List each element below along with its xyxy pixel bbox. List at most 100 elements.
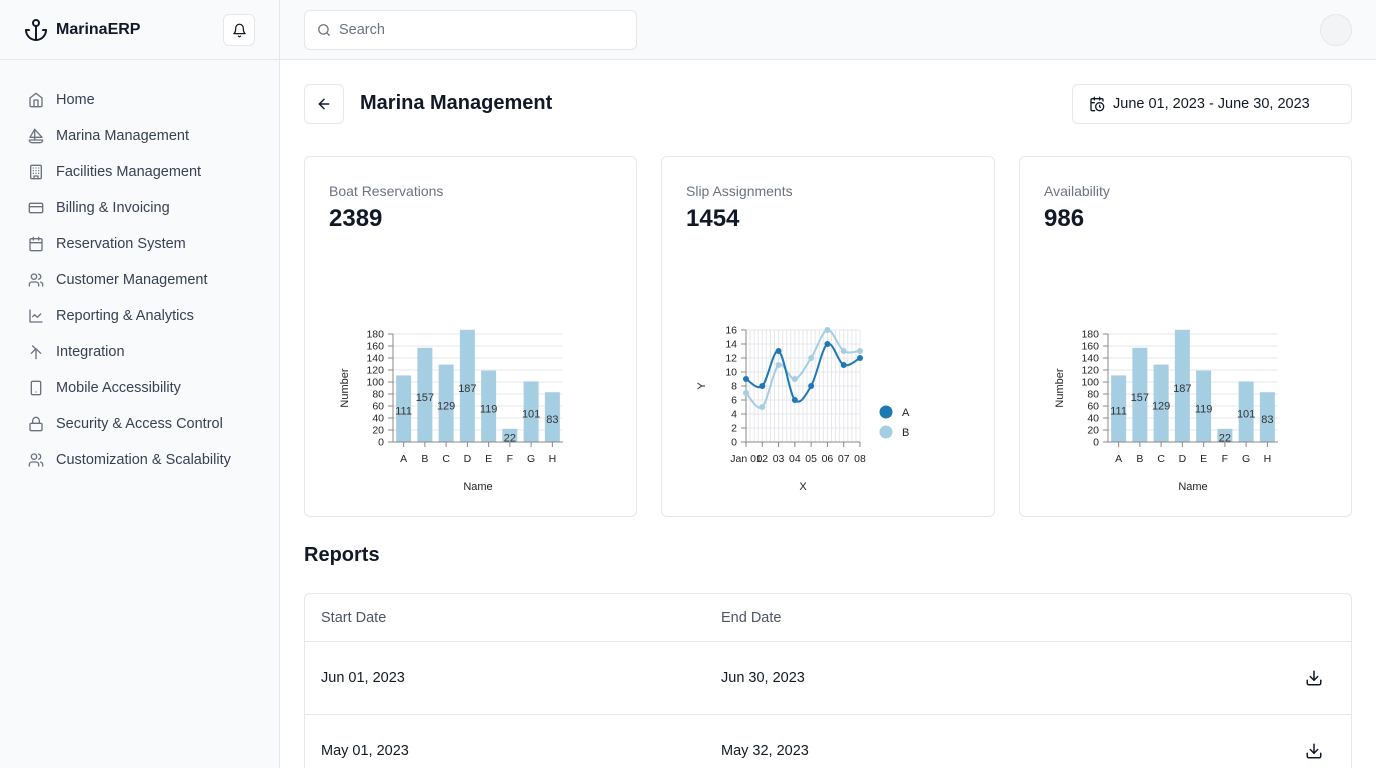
y-tick-label: 12: [725, 353, 737, 365]
bar: [1153, 364, 1169, 442]
end-date-cell: May 32, 2023: [721, 743, 809, 759]
data-point: [743, 376, 749, 382]
data-point: [743, 390, 749, 396]
data-label: 119: [480, 403, 498, 415]
bar: [1111, 375, 1127, 442]
card-value: 986: [1044, 205, 1085, 232]
y-axis-title: Y: [696, 382, 708, 390]
sidebar-item-mobile-accessibility[interactable]: Mobile Accessibility: [0, 370, 279, 406]
x-tick-label: 03: [773, 453, 785, 465]
data-label: 119: [1195, 403, 1213, 415]
data-point: [808, 383, 815, 389]
data-label: 187: [458, 383, 476, 395]
sidebar-item-facilities-management[interactable]: Facilities Management: [0, 154, 279, 190]
x-tick-label: E: [1200, 453, 1207, 465]
x-tick-label: F: [1222, 453, 1228, 465]
start-date-cell: Jun 01, 2023: [321, 670, 405, 686]
y-tick-label: 100: [1081, 377, 1099, 389]
sidebar-item-label: Customization & Scalability: [56, 452, 231, 468]
y-tick-label: 40: [372, 413, 384, 425]
sidebar-item-customization-scalability[interactable]: Customization & Scalability: [0, 442, 279, 478]
end-date-cell: Jun 30, 2023: [721, 670, 805, 686]
y-tick-label: 0: [731, 437, 737, 449]
download-icon[interactable]: [1305, 742, 1323, 760]
table-row: May 01, 2023 May 32, 2023: [305, 715, 1351, 768]
search-box[interactable]: [304, 10, 637, 50]
data-label: 101: [522, 409, 540, 421]
x-axis-title: Name: [1178, 481, 1207, 493]
data-point: [857, 348, 863, 354]
sidebar-item-security-access-control[interactable]: Security & Access Control: [0, 406, 279, 442]
back-button[interactable]: [304, 84, 344, 124]
sidebar-item-label: Mobile Accessibility: [56, 380, 181, 396]
bar: [1259, 392, 1275, 442]
x-tick-label: 08: [854, 453, 866, 465]
data-point: [775, 348, 782, 354]
bar: [459, 329, 475, 442]
table-row: Jun 01, 2023 Jun 30, 2023: [305, 642, 1351, 715]
sidebar-item-reporting-analytics[interactable]: Reporting & Analytics: [0, 298, 279, 334]
y-tick-label: 0: [1093, 437, 1099, 449]
x-tick-label: 06: [822, 453, 834, 465]
data-point: [840, 362, 847, 368]
sidebar-item-marina-management[interactable]: Marina Management: [0, 118, 279, 154]
legend-swatch: [879, 405, 893, 419]
data-label: 83: [546, 414, 558, 426]
data-point: [775, 362, 782, 368]
legend-label: A: [902, 407, 910, 419]
column-header-start-date[interactable]: Start Date: [321, 609, 387, 626]
notifications-button[interactable]: [223, 14, 255, 46]
y-tick-label: 80: [372, 389, 384, 401]
bar: [1132, 347, 1148, 442]
sidebar-item-customer-management[interactable]: Customer Management: [0, 262, 279, 298]
y-tick-label: 60: [1087, 401, 1099, 413]
sidebar-item-label: Reservation System: [56, 236, 186, 252]
sidebar-item-integration[interactable]: Integration: [0, 334, 279, 370]
y-tick-label: 140: [366, 353, 384, 365]
bar: [396, 375, 412, 442]
y-tick-label: 10: [725, 367, 737, 379]
page-title: Marina Management: [360, 92, 553, 114]
y-tick-label: 8: [731, 381, 737, 393]
sidebar-item-billing-invoicing[interactable]: Billing & Invoicing: [0, 190, 279, 226]
column-header-end-date[interactable]: End Date: [721, 609, 782, 626]
data-label: 83: [1261, 414, 1273, 426]
y-axis-title: Number: [1054, 368, 1066, 407]
x-tick-label: D: [1179, 453, 1187, 465]
data-label: 129: [1152, 400, 1170, 412]
x-tick-label: E: [485, 453, 492, 465]
building-icon: [30, 164, 42, 180]
avatar[interactable]: [1320, 14, 1352, 46]
legend-label: B: [902, 427, 909, 439]
x-tick-label: 05: [805, 453, 817, 465]
sidebar-nav: Home Marina Management Facilities Manage…: [0, 60, 279, 478]
download-icon[interactable]: [1305, 669, 1323, 687]
data-label: 22: [1219, 432, 1231, 444]
data-label: 157: [416, 392, 434, 404]
x-tick-label: H: [1264, 453, 1272, 465]
y-tick-label: 6: [731, 395, 737, 407]
card-label: Slip Assignments: [686, 183, 793, 199]
data-point: [824, 327, 831, 333]
search-input[interactable]: [339, 22, 619, 38]
sidebar-item-label: Home: [56, 92, 95, 108]
y-tick-label: 20: [1087, 425, 1099, 437]
bar: [1174, 329, 1190, 442]
sidebar-item-home[interactable]: Home: [0, 82, 279, 118]
reports-title: Reports: [304, 544, 380, 566]
y-tick-label: 16: [725, 325, 737, 337]
sidebar-item-label: Integration: [56, 344, 125, 360]
sidebar-item-reservation-system[interactable]: Reservation System: [0, 226, 279, 262]
sidebar-item-label: Customer Management: [56, 272, 208, 288]
sidebar-item-label: Billing & Invoicing: [56, 200, 170, 216]
users-icon: [28, 453, 44, 467]
x-tick-label: B: [421, 453, 428, 465]
brand[interactable]: MarinaERP: [0, 0, 279, 60]
y-tick-label: 60: [372, 401, 384, 413]
card-slip-assignments: Slip Assignments 1454 0 2 4 6 8 10 12 14 16 Jan 0…: [661, 156, 995, 517]
y-tick-label: 80: [1087, 389, 1099, 401]
date-range-picker[interactable]: June 01, 2023 - June 30, 2023: [1072, 84, 1352, 124]
data-label: 129: [437, 400, 455, 412]
